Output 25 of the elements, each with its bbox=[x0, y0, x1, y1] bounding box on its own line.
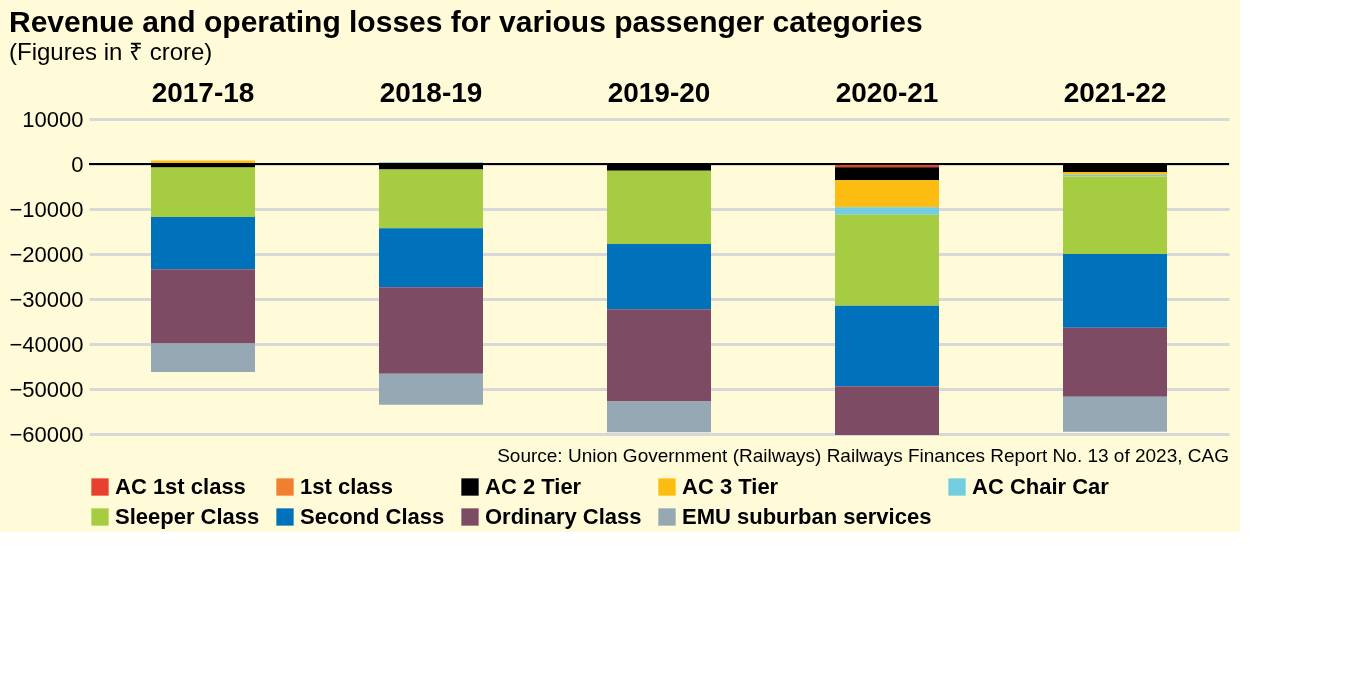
x-tick-label: 2021-22 bbox=[1063, 76, 1167, 108]
legend-label: AC 2 Tier bbox=[485, 474, 582, 499]
legend-label: AC 3 Tier bbox=[682, 474, 779, 499]
y-tick-label: 0 bbox=[71, 151, 84, 177]
legend-label: AC 1st class bbox=[115, 474, 246, 499]
x-tick-label: 2019-20 bbox=[607, 76, 711, 108]
legend-label: 1st class bbox=[300, 474, 393, 499]
legend-label: Sleeper Class bbox=[115, 504, 260, 529]
source-note: Source: Union Government (Railways) Railways Finances Report No. 13 of 2023, CAG bbox=[497, 445, 1229, 466]
y-tick-label: −20000 bbox=[9, 241, 84, 267]
y-tick-label: 10000 bbox=[22, 106, 84, 132]
legend-label: Ordinary Class bbox=[485, 504, 642, 529]
legend-label: AC Chair Car bbox=[972, 474, 1110, 499]
y-tick-label: −50000 bbox=[9, 376, 84, 402]
x-tick-label: 2018-19 bbox=[379, 76, 483, 108]
legend-label: Second Class bbox=[300, 504, 445, 529]
legend-label: EMU suburban services bbox=[682, 504, 932, 529]
y-tick-label: −30000 bbox=[9, 286, 84, 312]
y-tick-label: −60000 bbox=[9, 421, 84, 447]
chart-subtitle: (Figures in ₹ crore) bbox=[8, 38, 213, 65]
y-tick-label: −40000 bbox=[9, 331, 84, 357]
chart-title: Revenue and operating losses for various passenger categories bbox=[8, 5, 923, 38]
y-tick-label: −10000 bbox=[9, 196, 84, 222]
x-tick-label: 2017-18 bbox=[151, 76, 255, 108]
x-tick-label: 2020-21 bbox=[835, 76, 939, 108]
